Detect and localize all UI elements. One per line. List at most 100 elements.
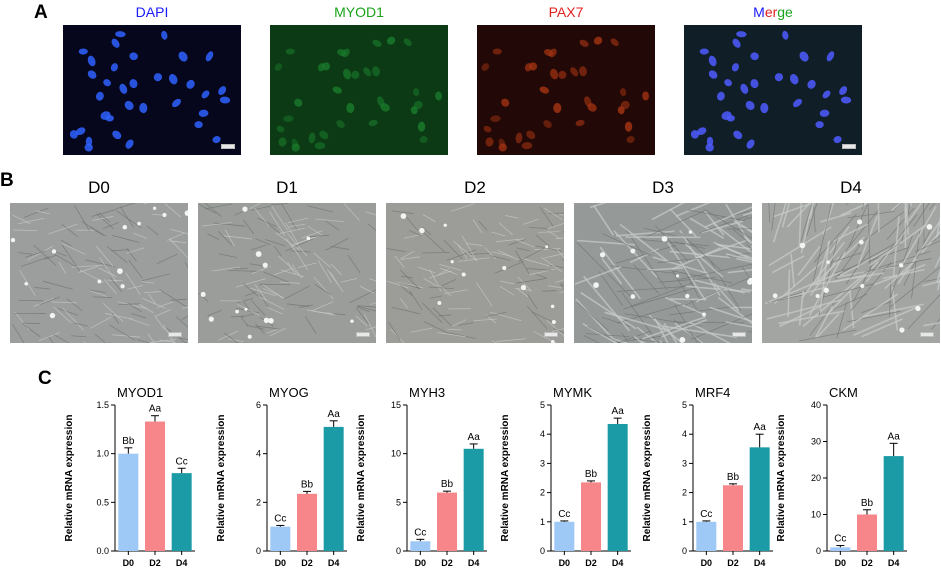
- fluor-title-dapi: DAPI: [63, 4, 241, 20]
- y-axis-label: Relative mRNA expression: [64, 415, 75, 542]
- fluor-nuclei-dapi: [63, 25, 241, 155]
- chart-title: MRF4: [695, 385, 730, 400]
- y-tick-label: 2: [540, 488, 545, 498]
- bright-cell: [162, 213, 166, 217]
- bright-cell: [268, 318, 274, 324]
- image-background: [684, 25, 862, 155]
- bright-cell: [437, 301, 441, 305]
- bright-cell: [263, 263, 268, 268]
- y-tick-label: 20: [811, 473, 821, 483]
- significance-label: Bb: [861, 498, 874, 509]
- significance-label: Cc: [414, 527, 426, 538]
- y-tick-label: 0: [816, 546, 821, 556]
- scale-bar: [168, 332, 182, 337]
- panel-label-c: C: [38, 368, 52, 390]
- bar-d2: [297, 494, 317, 551]
- x-tick-label: D0: [701, 558, 713, 568]
- bright-cell: [680, 337, 686, 343]
- bright-cell: [50, 313, 55, 318]
- bright-cell: [860, 284, 864, 288]
- merge-part-er: er: [765, 4, 777, 20]
- bright-cell: [153, 207, 156, 210]
- significance-label: Bb: [301, 479, 314, 490]
- bright-cell: [419, 228, 424, 233]
- x-tick-label: D2: [441, 558, 453, 568]
- fluor-image-myod1: [270, 25, 448, 155]
- chart-title: MYH3: [409, 385, 445, 400]
- y-tick-label: 6: [256, 400, 261, 410]
- x-tick-label: D0: [123, 558, 135, 568]
- scale-bar: [920, 332, 934, 337]
- y-axis-label: Relative mRNA expression: [776, 415, 787, 542]
- y-tick-label: 2: [256, 497, 261, 507]
- bar-d2: [581, 482, 601, 551]
- image-background: [477, 25, 655, 155]
- fluor-nuclei-myod1: [270, 25, 448, 155]
- y-tick-label: 0: [256, 546, 261, 556]
- bar-d0: [270, 527, 290, 551]
- bar-d2: [145, 422, 165, 551]
- bright-cell: [120, 284, 124, 288]
- fluor-title-myod1: MYOD1: [270, 4, 448, 20]
- bright-cell: [24, 282, 28, 286]
- bright-cell: [401, 213, 407, 219]
- bright-cell: [248, 335, 252, 339]
- significance-label: Cc: [834, 534, 846, 545]
- bright-cell: [545, 245, 548, 248]
- y-tick-label: 1: [540, 517, 545, 527]
- bf-cells-d3: [574, 203, 752, 343]
- bright-cell: [451, 260, 454, 263]
- bright-cell: [502, 266, 506, 270]
- bf-title-d1: D1: [198, 178, 376, 198]
- bright-cell: [826, 260, 830, 264]
- bright-cell: [350, 319, 353, 322]
- y-tick-label: 4: [682, 429, 687, 439]
- scale-bar: [732, 332, 746, 337]
- y-tick-label: 5: [540, 400, 545, 410]
- scale-bar: [356, 332, 370, 337]
- bright-cell: [551, 305, 555, 309]
- bright-cell: [593, 282, 599, 288]
- x-tick-label: D0: [415, 558, 427, 568]
- bright-cell: [123, 225, 128, 230]
- chart-title: MYMK: [553, 385, 592, 400]
- cell-fiber: [878, 203, 879, 232]
- chart-title: MYOG: [269, 385, 309, 400]
- x-tick-label: D4: [888, 558, 900, 568]
- bright-cell: [631, 294, 636, 299]
- panel-label-a: A: [34, 2, 48, 24]
- x-tick-label: D2: [861, 558, 873, 568]
- bf-image-d4: [762, 203, 940, 343]
- y-tick-label: 5: [396, 497, 401, 507]
- bar-d4: [324, 427, 344, 551]
- chart-title: CKM: [829, 385, 858, 400]
- bar-d4: [884, 456, 904, 551]
- bf-title-d2: D2: [386, 178, 564, 198]
- fluor-image-dapi: [63, 25, 241, 155]
- bright-cell: [209, 317, 214, 322]
- y-tick-label: 4: [256, 449, 261, 459]
- x-tick-label: D2: [727, 558, 739, 568]
- significance-label: Aa: [468, 432, 481, 443]
- x-tick-label: D2: [585, 558, 597, 568]
- x-tick-label: D2: [149, 558, 161, 568]
- significance-label: Aa: [754, 422, 767, 433]
- x-tick-label: D4: [468, 558, 480, 568]
- bar-d4: [750, 447, 770, 551]
- significance-label: Bb: [727, 472, 740, 483]
- image-background: [270, 25, 448, 155]
- bf-title-d3: D3: [574, 178, 752, 198]
- bright-cell: [52, 249, 56, 253]
- bright-cell: [859, 240, 864, 245]
- image-background: [10, 203, 188, 343]
- y-tick-label: 1.0: [96, 449, 109, 459]
- bright-cell: [235, 310, 239, 314]
- bf-cells-d1: [198, 203, 376, 343]
- bright-cell: [521, 285, 526, 290]
